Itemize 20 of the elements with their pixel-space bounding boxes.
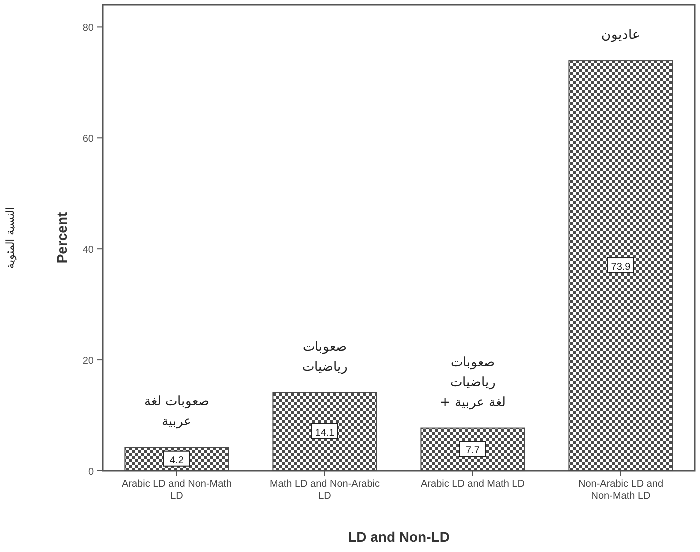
data-label: 14.1 — [315, 428, 336, 439]
y-tick-label: 0 — [88, 467, 94, 478]
data-label: 73.9 — [611, 262, 632, 274]
data-label: 4.2 — [170, 455, 184, 466]
x-tick-label: Arabic LD and Math LD — [421, 479, 525, 490]
x-tick-label: Arabic LD and Non-Math LD — [122, 479, 232, 502]
y-axis-title: Percent — [54, 212, 70, 264]
x-tick-label: Non-Arabic LD and Non-Math LD — [578, 479, 664, 502]
text: النسبة المئوية — [4, 207, 17, 269]
y-tick-label: 20 — [82, 356, 94, 368]
y-tick-label: 40 — [82, 245, 94, 256]
annotation: صعوبات رياضيات لغة عربية + — [440, 355, 506, 410]
annotation: صعوبات رياضيات — [302, 340, 348, 375]
x-tick-label: Math LD and Non-Arabic LD — [270, 479, 380, 502]
annotation: عاديون — [602, 28, 640, 44]
annotation: صعوبات لغة عربية — [144, 394, 210, 430]
data-label: 7.7 — [466, 446, 480, 457]
y-tick-label: 60 — [82, 134, 94, 146]
x-axis-title: LD and Non-LD — [348, 529, 450, 545]
y-tick-label: 80 — [82, 23, 94, 34]
